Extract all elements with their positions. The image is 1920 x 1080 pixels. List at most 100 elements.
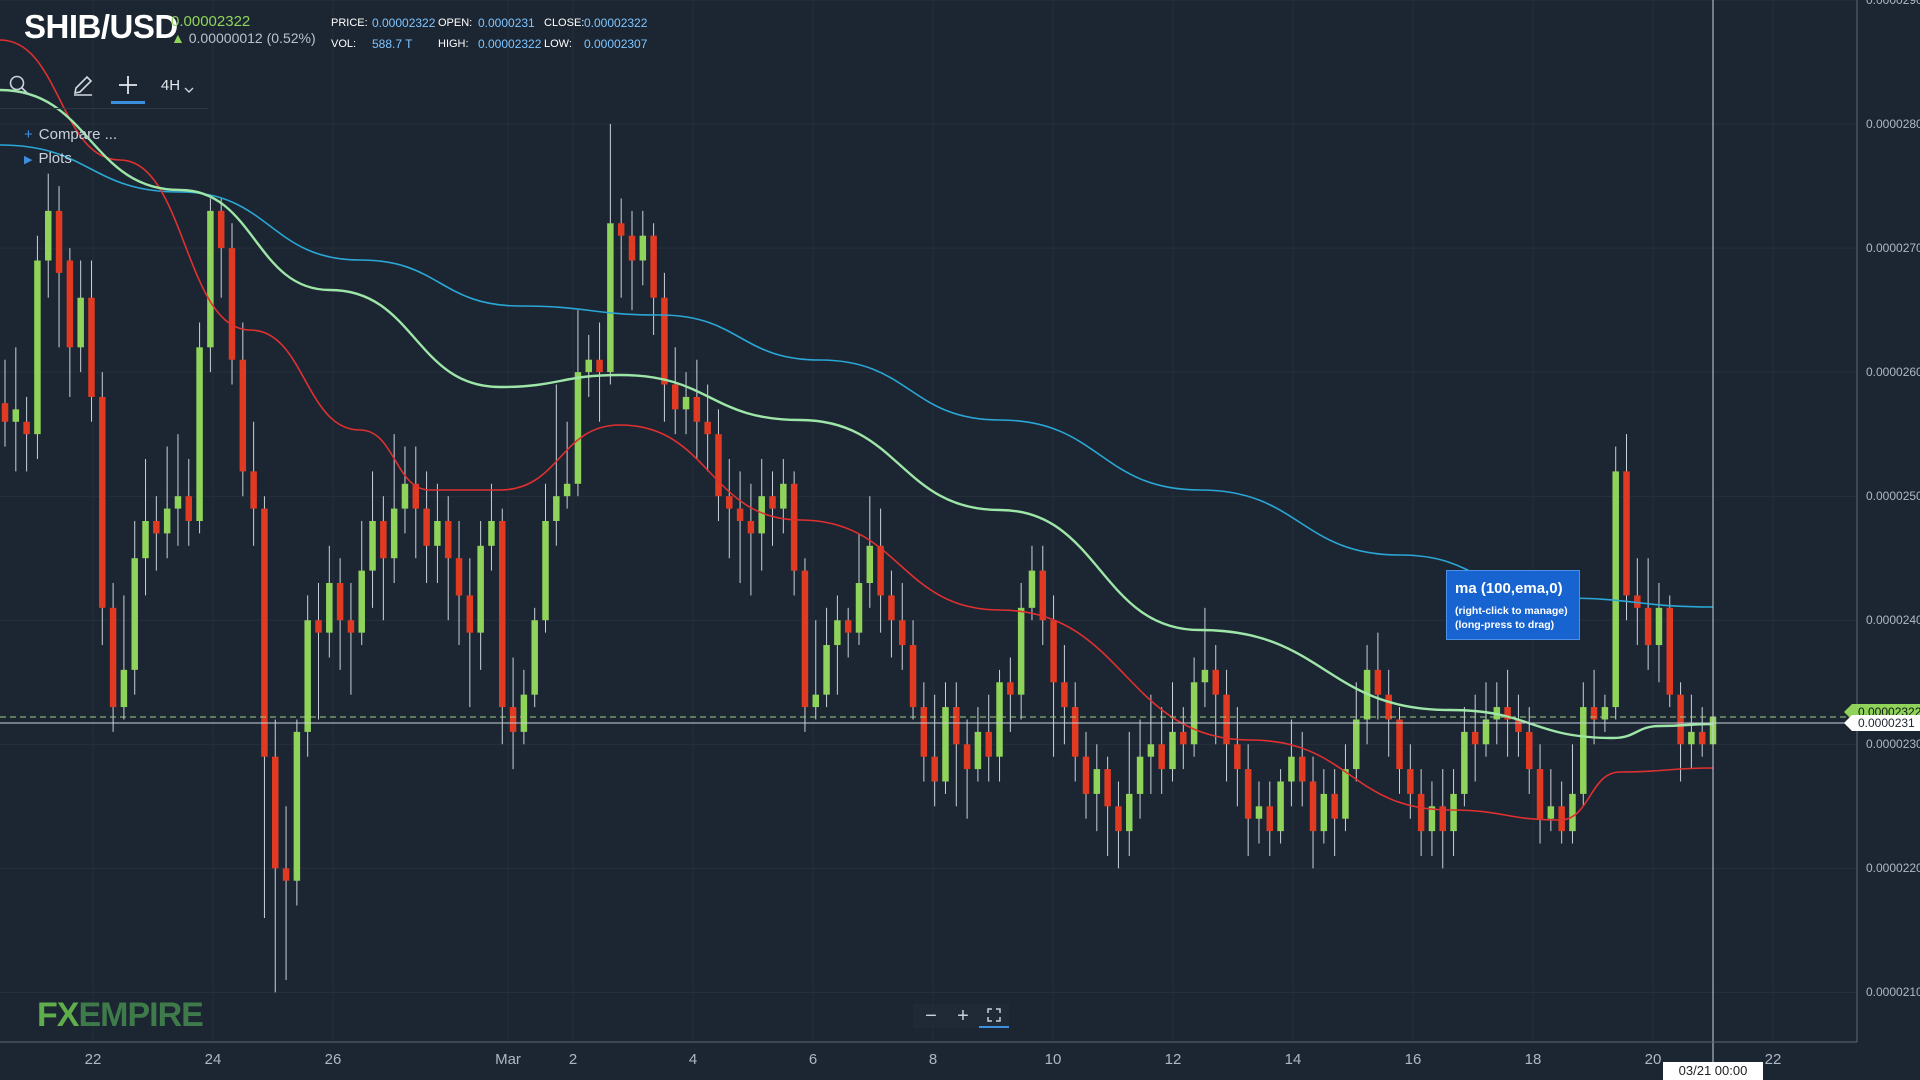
price-label: PRICE: bbox=[331, 17, 368, 29]
candle-bear bbox=[1590, 707, 1598, 720]
y-tick-label: 0.0000220 bbox=[1866, 861, 1920, 876]
candle-bear bbox=[153, 521, 160, 534]
candle-bull bbox=[326, 583, 333, 633]
candle-bear bbox=[1666, 607, 1674, 695]
triangle-right-icon: ▶ bbox=[24, 154, 33, 166]
candle-bull bbox=[1169, 731, 1176, 770]
candle-bear bbox=[1407, 769, 1414, 794]
candle-bear bbox=[888, 595, 895, 621]
open-label: OPEN: bbox=[438, 17, 473, 29]
plots-menu-item[interactable]: ▶ Plots bbox=[24, 150, 72, 167]
high-value: 0.00002322 bbox=[478, 37, 542, 51]
plots-label: Plots bbox=[38, 150, 72, 167]
candle-bear bbox=[1212, 669, 1219, 695]
x-tick-label: 16 bbox=[1404, 1051, 1422, 1068]
candle-bull bbox=[780, 483, 787, 509]
candle-bear bbox=[466, 595, 474, 633]
candle-bull bbox=[855, 583, 863, 633]
candle-bear bbox=[953, 707, 960, 745]
candle-bear bbox=[715, 434, 722, 497]
logo-fx: FX bbox=[37, 996, 79, 1034]
fit-button[interactable] bbox=[979, 1004, 1009, 1028]
up-arrow-icon: ▲ bbox=[171, 30, 185, 46]
candle-bull bbox=[531, 620, 538, 695]
candle-bull bbox=[1320, 793, 1328, 832]
price-change: ▲ 0.00000012 (0.52%) bbox=[171, 30, 316, 46]
candle-bear bbox=[1396, 719, 1403, 770]
candle-bear bbox=[412, 483, 420, 509]
candle-bull bbox=[401, 483, 409, 509]
x-tick-label: 18 bbox=[1524, 1051, 1542, 1068]
candle-bear bbox=[790, 483, 798, 571]
candle-bull bbox=[823, 645, 830, 695]
candle-bear bbox=[985, 731, 992, 757]
price-change-value: 0.00000012 (0.52%) bbox=[188, 30, 316, 46]
candle-bear bbox=[499, 521, 506, 708]
candle-bull bbox=[12, 409, 20, 422]
tooltip-hint-drag: (long-press to drag) bbox=[1455, 619, 1555, 631]
candle-bear bbox=[1471, 731, 1479, 745]
candle-bear bbox=[1439, 806, 1446, 832]
compare-menu-item[interactable]: + Compare ... bbox=[24, 126, 117, 143]
ema-100-line bbox=[0, 88, 1714, 740]
candle-bull bbox=[174, 496, 182, 509]
crosshair-price-tag: 0.0000231 bbox=[1852, 715, 1920, 731]
timeframe-selector[interactable]: 4H bbox=[156, 70, 200, 100]
candle-bear bbox=[726, 496, 733, 509]
candle-bull bbox=[1428, 806, 1436, 832]
indicator-tooltip[interactable]: ma (100,ema,0) (right-click to manage) (… bbox=[1446, 570, 1580, 640]
candle-bull bbox=[553, 496, 560, 521]
candle-bull bbox=[369, 521, 376, 571]
candle-bear bbox=[315, 620, 322, 633]
candle-bear bbox=[1234, 744, 1241, 770]
candle-bull bbox=[1547, 806, 1555, 819]
candle-bear bbox=[1385, 694, 1392, 720]
close-label: CLOSE: bbox=[544, 17, 585, 29]
low-value: 0.00002307 bbox=[584, 37, 648, 51]
candle-bull bbox=[563, 483, 571, 497]
candle-bull bbox=[607, 223, 614, 373]
x-tick-label: 4 bbox=[688, 1051, 698, 1068]
candle-bull bbox=[520, 694, 528, 732]
candle-bull bbox=[1482, 719, 1490, 745]
candle-bull bbox=[434, 521, 441, 546]
candle-bear bbox=[109, 607, 117, 708]
zoom-out-button[interactable]: − bbox=[925, 1004, 937, 1027]
crosshair-button[interactable] bbox=[111, 70, 145, 104]
candle-bear bbox=[1504, 707, 1511, 720]
candle-bear bbox=[444, 521, 452, 559]
zoom-in-button[interactable]: + bbox=[957, 1004, 969, 1027]
candle-bear bbox=[963, 744, 971, 770]
compare-label: Compare ... bbox=[38, 126, 118, 143]
candle-bear bbox=[336, 583, 344, 621]
candle-bear bbox=[347, 620, 355, 633]
vol-value: 588.7 T bbox=[372, 37, 413, 51]
candle-bull bbox=[44, 210, 52, 261]
candle-bull bbox=[207, 210, 214, 348]
candle-bull bbox=[1201, 669, 1209, 683]
candle-bull bbox=[1569, 793, 1576, 832]
candle-bear bbox=[1061, 682, 1068, 708]
price-value: 0.00002322 bbox=[372, 16, 436, 30]
chart-grid bbox=[0, 0, 1857, 993]
candle-bull bbox=[1136, 756, 1144, 794]
candle-bull bbox=[1450, 793, 1457, 832]
candle-bear bbox=[1634, 595, 1641, 608]
last-price: 0.00002322 bbox=[171, 13, 251, 30]
candle-bull bbox=[682, 396, 690, 410]
candle-bull bbox=[942, 707, 949, 782]
candle-bull bbox=[1580, 707, 1587, 794]
candle-bull bbox=[812, 694, 820, 708]
tooltip-title: ma (100,ema,0) bbox=[1455, 580, 1563, 597]
draw-tool-button[interactable] bbox=[66, 70, 100, 100]
last-price-tag-pointer bbox=[1844, 704, 1852, 720]
candle-bull bbox=[1688, 731, 1695, 745]
search-button[interactable] bbox=[2, 70, 36, 100]
candle-bear bbox=[509, 707, 517, 732]
candle-bull bbox=[1288, 756, 1295, 782]
candle-bull bbox=[1147, 744, 1155, 757]
candlestick-series bbox=[1, 124, 1717, 993]
candle-bear bbox=[801, 570, 809, 708]
plus-icon: + bbox=[24, 126, 33, 143]
